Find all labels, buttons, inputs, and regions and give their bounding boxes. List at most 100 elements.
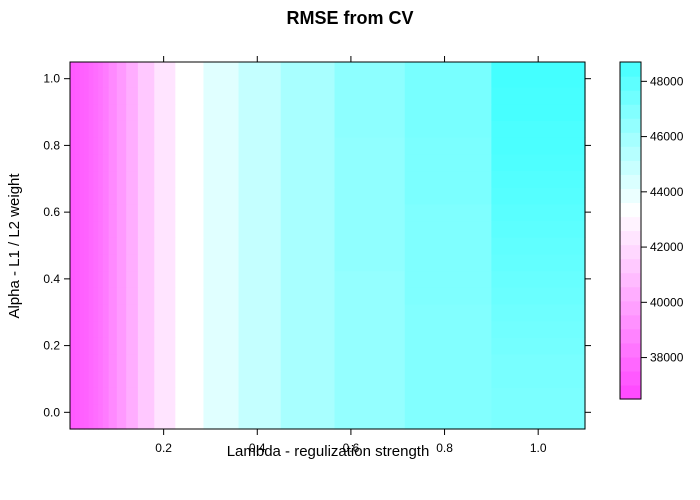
- heatmap-cell: [175, 62, 205, 88]
- heatmap-cell: [93, 237, 99, 255]
- heatmap-cell: [70, 62, 76, 88]
- y-tick-label: 0.6: [43, 205, 60, 219]
- heatmap-cell: [79, 170, 85, 188]
- colorbar-band: [620, 216, 641, 232]
- heatmap-cell: [203, 303, 240, 322]
- heatmap-cell: [116, 62, 127, 88]
- heatmap-cell: [79, 353, 85, 372]
- heatmap-cell: [238, 87, 282, 105]
- heatmap-cell: [280, 303, 336, 322]
- x-axis-ticks: 0.2 0.4 0.6 0.8 1.0: [155, 56, 547, 455]
- heatmap-cell: [238, 153, 282, 172]
- heatmap-cell: [175, 153, 205, 172]
- heatmap-cell: [126, 62, 139, 88]
- heatmap-cell: [280, 337, 336, 355]
- heatmap-cell: [74, 287, 80, 305]
- heatmap-cell: [491, 270, 586, 288]
- heatmap-cell: [98, 220, 104, 238]
- heatmap-cell: [98, 353, 104, 372]
- plot-frame: [69, 61, 586, 430]
- heatmap-cell: [238, 303, 282, 322]
- heatmap-cell: [126, 220, 139, 238]
- heatmap-cell: [84, 87, 90, 105]
- heatmap-cell: [116, 287, 127, 305]
- heatmap-cell: [126, 253, 139, 272]
- heatmap-cell: [88, 237, 95, 255]
- heatmap-cell: [137, 303, 155, 322]
- heatmap-cell: [137, 87, 155, 105]
- heatmap-cell: [116, 203, 127, 222]
- heatmap-cell: [93, 387, 99, 405]
- heatmap-cell: [334, 320, 406, 338]
- heatmap-cell: [280, 370, 336, 388]
- heatmap-cell: [154, 170, 176, 188]
- heatmap-cell: [334, 303, 406, 322]
- heatmap-cell: [74, 153, 80, 172]
- heatmap-cell: [280, 103, 336, 121]
- heatmap-cell: [203, 120, 240, 138]
- heatmap-cell: [70, 237, 76, 255]
- heatmap-cell: [137, 287, 155, 305]
- heatmap-cell: [98, 387, 104, 405]
- heatmap-cell: [102, 403, 110, 430]
- colorbar-tick-label: 44000: [650, 185, 684, 199]
- colorbar-band: [620, 62, 641, 77]
- heatmap-cell: [126, 203, 139, 222]
- heatmap-cell: [70, 203, 76, 222]
- x-axis-label: Lambda - regulization strength: [227, 443, 430, 460]
- heatmap-cell: [137, 403, 155, 430]
- heatmap-cell: [137, 253, 155, 272]
- heatmap-cell: [93, 403, 99, 430]
- heatmap-cell: [154, 320, 176, 338]
- heatmap-cell: [70, 253, 76, 272]
- heatmap-cell: [98, 153, 104, 172]
- colorbar-band: [620, 286, 641, 302]
- heatmap-cell: [238, 270, 282, 288]
- heatmap-cell: [102, 153, 110, 172]
- heatmap-cell: [88, 253, 95, 272]
- heatmap-cell: [88, 353, 95, 372]
- heatmap-cell: [238, 320, 282, 338]
- colorbar-band: [620, 384, 641, 400]
- heatmap-cell: [88, 320, 95, 338]
- y-tick-label: 0.2: [43, 339, 60, 353]
- heatmap-cell: [98, 403, 104, 430]
- heatmap-cell: [116, 137, 127, 155]
- heatmap-cell: [137, 320, 155, 338]
- heatmap-cell: [108, 337, 118, 355]
- heatmap-cell: [404, 287, 492, 305]
- heatmap-cell: [108, 120, 118, 138]
- heatmap-cell: [93, 170, 99, 188]
- heatmap-cell: [79, 403, 85, 430]
- heatmap-cell: [108, 153, 118, 172]
- colorbar-ticks: 38000 40000 42000 44000 46000 48000: [641, 74, 684, 365]
- heatmap-cell: [280, 220, 336, 238]
- heatmap-cell: [238, 237, 282, 255]
- heatmap-cell: [74, 303, 80, 322]
- heatmap-cell: [102, 87, 110, 105]
- colorbar-band: [620, 258, 641, 274]
- heatmap-cell: [79, 220, 85, 238]
- heatmap-cell: [203, 170, 240, 188]
- heatmap-cell: [84, 62, 90, 88]
- heatmap-cell: [175, 170, 205, 188]
- colorbar-band: [620, 342, 641, 358]
- heatmap-cell: [88, 203, 95, 222]
- heatmap-cell: [102, 270, 110, 288]
- heatmap-cell: [102, 237, 110, 255]
- heatmap-cell: [154, 203, 176, 222]
- heatmap-cell: [404, 387, 492, 405]
- heatmap-cell: [102, 62, 110, 88]
- heatmap-cell: [137, 170, 155, 188]
- heatmap-cell: [203, 137, 240, 155]
- heatmap-cell: [175, 337, 205, 355]
- heatmap-cell: [404, 253, 492, 272]
- heatmap-cell: [116, 237, 127, 255]
- heatmap-cell: [126, 370, 139, 388]
- heatmap-cell: [108, 62, 118, 88]
- heatmap-cell: [70, 187, 76, 205]
- heatmap-cell: [334, 170, 406, 188]
- heatmap-cell: [98, 370, 104, 388]
- heatmap-cell: [126, 120, 139, 138]
- heatmap-cell: [108, 237, 118, 255]
